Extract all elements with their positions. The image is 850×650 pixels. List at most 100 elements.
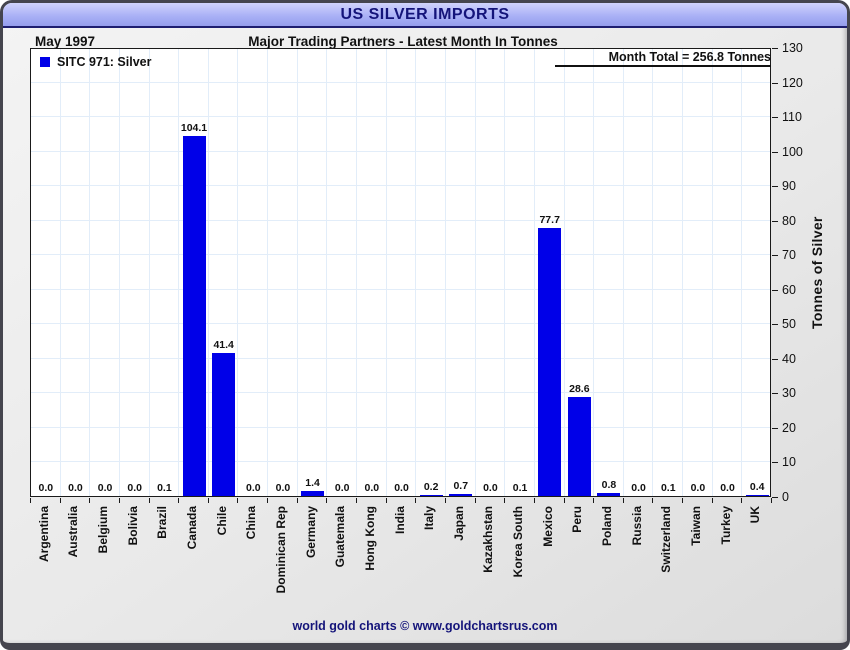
x-tick-label: Brazil	[155, 506, 169, 539]
vertical-gridline	[326, 49, 327, 496]
x-tick-mark	[386, 498, 387, 503]
bar-value-label: 0.4	[737, 481, 777, 493]
bar-value-label: 104.1	[174, 122, 214, 134]
horizontal-gridline	[31, 289, 770, 290]
x-tick-mark	[623, 498, 624, 503]
vertical-gridline	[564, 49, 565, 496]
horizontal-gridline	[31, 116, 770, 117]
x-tick-mark	[415, 498, 416, 503]
x-tick-mark	[237, 498, 238, 503]
vertical-gridline	[445, 49, 446, 496]
vertical-gridline	[504, 49, 505, 496]
x-tick-mark	[771, 498, 772, 503]
title-bar: US SILVER IMPORTS	[3, 3, 847, 28]
vertical-gridline	[297, 49, 298, 496]
x-tick-mark	[504, 498, 505, 503]
x-tick-mark	[564, 498, 565, 503]
vertical-gridline	[593, 49, 594, 496]
footer-credit: world gold charts © www.goldchartsrus.co…	[3, 619, 847, 633]
x-tick-mark	[178, 498, 179, 503]
bar	[746, 495, 769, 496]
x-tick-label: Kazakhstan	[481, 506, 495, 573]
horizontal-gridline	[31, 82, 770, 83]
y-tick-label: 10	[782, 455, 816, 469]
y-tick-mark	[772, 83, 778, 84]
vertical-gridline	[60, 49, 61, 496]
bar-value-label: 41.4	[204, 339, 244, 351]
y-tick-label: 90	[782, 179, 816, 193]
bar-value-label: 28.6	[559, 383, 599, 395]
x-tick-label: Mexico	[541, 506, 555, 547]
horizontal-gridline	[31, 151, 770, 152]
y-tick-label: 30	[782, 386, 816, 400]
vertical-gridline	[356, 49, 357, 496]
x-tick-label: Argentina	[37, 506, 51, 562]
y-tick-mark	[772, 324, 778, 325]
y-tick-label: 20	[782, 421, 816, 435]
horizontal-gridline	[31, 358, 770, 359]
x-tick-label: Australia	[66, 506, 80, 557]
x-tick-mark	[534, 498, 535, 503]
x-tick-label: Dominican Rep	[274, 506, 288, 593]
horizontal-gridline	[31, 185, 770, 186]
horizontal-gridline	[31, 323, 770, 324]
y-tick-mark	[772, 221, 778, 222]
x-tick-label: Russia	[630, 506, 644, 545]
legend-swatch-icon	[40, 57, 50, 67]
bar	[449, 494, 472, 496]
x-tick-mark	[208, 498, 209, 503]
y-tick-label: 40	[782, 352, 816, 366]
x-tick-mark	[297, 498, 298, 503]
legend-label: SITC 971: Silver	[57, 55, 152, 69]
vertical-gridline	[682, 49, 683, 496]
bar	[597, 493, 620, 496]
x-tick-label: China	[244, 506, 258, 539]
x-tick-label: Guatemala	[333, 506, 347, 567]
vertical-gridline	[534, 49, 535, 496]
x-tick-mark	[326, 498, 327, 503]
chart-stage: US SILVER IMPORTS May 1997 Major Trading…	[3, 3, 847, 643]
y-tick-label: 80	[782, 214, 816, 228]
x-tick-label: Bolivia	[126, 506, 140, 545]
y-tick-mark	[772, 48, 778, 49]
bar-value-label: 0.1	[500, 482, 540, 494]
y-tick-label: 50	[782, 317, 816, 331]
x-tick-label: Korea South	[511, 506, 525, 577]
vertical-gridline	[149, 49, 150, 496]
x-tick-mark	[682, 498, 683, 503]
vertical-gridline	[119, 49, 120, 496]
x-tick-mark	[149, 498, 150, 503]
x-tick-label: Canada	[185, 506, 199, 549]
y-tick-label: 130	[782, 41, 816, 55]
vertical-gridline	[89, 49, 90, 496]
page-title: US SILVER IMPORTS	[340, 6, 509, 24]
horizontal-gridline	[31, 220, 770, 221]
x-tick-mark	[445, 498, 446, 503]
vertical-gridline	[475, 49, 476, 496]
y-tick-mark	[772, 359, 778, 360]
x-tick-label: Italy	[422, 506, 436, 530]
bar	[212, 353, 235, 496]
horizontal-gridline	[31, 427, 770, 428]
bar	[420, 495, 443, 496]
bar	[183, 136, 206, 496]
x-tick-mark	[119, 498, 120, 503]
y-tick-label: 100	[782, 145, 816, 159]
y-tick-mark	[772, 117, 778, 118]
y-tick-mark	[772, 393, 778, 394]
vertical-gridline	[741, 49, 742, 496]
x-tick-label: Hong Kong	[363, 506, 377, 571]
bar-value-label: 77.7	[530, 214, 570, 226]
x-tick-mark	[593, 498, 594, 503]
x-tick-label: Poland	[600, 506, 614, 546]
bar-value-label: 0.1	[144, 482, 184, 494]
vertical-gridline	[386, 49, 387, 496]
x-tick-mark	[356, 498, 357, 503]
x-tick-mark	[475, 498, 476, 503]
x-tick-mark	[741, 498, 742, 503]
y-tick-label: 70	[782, 248, 816, 262]
y-tick-mark	[772, 428, 778, 429]
y-tick-mark	[772, 290, 778, 291]
bar	[538, 228, 561, 496]
y-tick-label: 110	[782, 110, 816, 124]
